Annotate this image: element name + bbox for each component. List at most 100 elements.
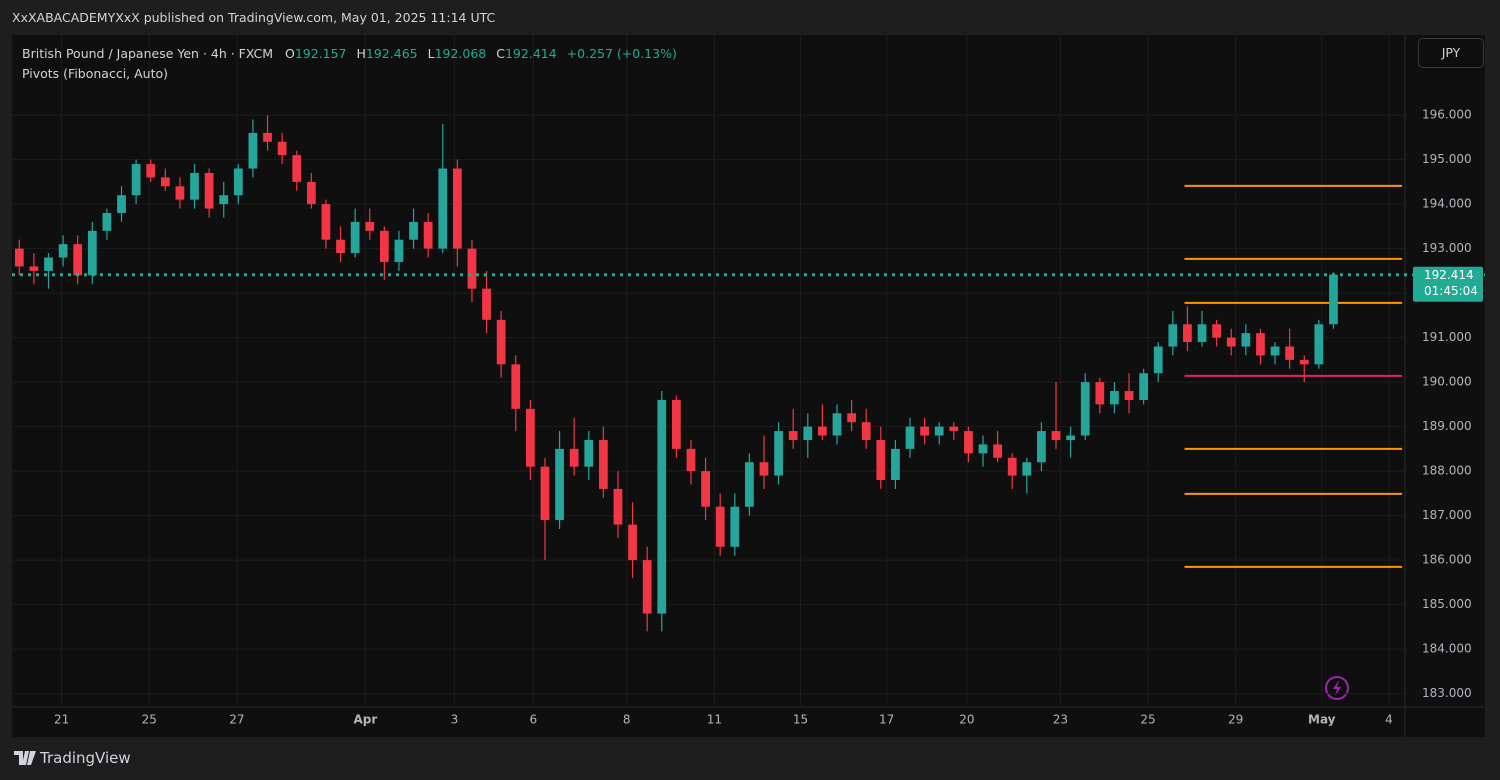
candle-body bbox=[759, 462, 769, 476]
candle-body bbox=[44, 257, 53, 271]
candle-body bbox=[540, 466, 550, 521]
candle-body bbox=[1051, 431, 1061, 440]
x-tick-label: 27 bbox=[229, 713, 244, 727]
brand-name: TradingView bbox=[40, 749, 131, 767]
ohlc-value: 192.465 bbox=[365, 46, 418, 61]
x-tick-label: 25 bbox=[1140, 713, 1155, 727]
chart-frame bbox=[12, 35, 1485, 737]
candle-body bbox=[832, 413, 842, 436]
candle-body bbox=[277, 141, 287, 156]
candle-body bbox=[1270, 346, 1280, 356]
candle-body bbox=[263, 132, 272, 142]
last-price-label: 192.414 bbox=[1424, 268, 1474, 282]
x-tick-label: 20 bbox=[959, 713, 974, 727]
candle-body bbox=[657, 399, 667, 614]
candle-body bbox=[409, 221, 418, 240]
candle-body bbox=[1285, 346, 1295, 360]
candle-body bbox=[204, 172, 214, 209]
last-price-box bbox=[1413, 266, 1483, 302]
grid bbox=[12, 35, 1405, 707]
candle-body bbox=[584, 439, 594, 467]
candle-body bbox=[496, 319, 506, 365]
candle-body bbox=[774, 431, 783, 476]
ohlc-value: 192.068 bbox=[434, 46, 487, 61]
countdown-label: 01:45:04 bbox=[1424, 284, 1478, 298]
candle-body bbox=[964, 431, 973, 454]
candle-body bbox=[1299, 359, 1309, 365]
x-tick-label: 8 bbox=[623, 713, 631, 727]
y-tick-label: 196.000 bbox=[1422, 108, 1472, 122]
candle-body bbox=[1183, 324, 1192, 343]
alert-icon bbox=[1325, 676, 1349, 700]
candle-body bbox=[671, 399, 681, 449]
y-tick-label: 184.000 bbox=[1422, 642, 1472, 656]
candle-body bbox=[876, 439, 886, 481]
candle-body bbox=[1022, 462, 1032, 476]
legend: British Pound / Japanese Yen · 4h · FXCM… bbox=[22, 44, 683, 84]
candle-body bbox=[1066, 435, 1076, 440]
y-tick-label: 188.000 bbox=[1422, 464, 1472, 478]
x-tick-label: 21 bbox=[54, 713, 69, 727]
candle-body bbox=[482, 288, 491, 320]
candle-body bbox=[73, 244, 83, 276]
ohlc-label: C bbox=[496, 46, 505, 61]
y-tick-label: 187.000 bbox=[1422, 508, 1472, 522]
candle-body bbox=[745, 462, 754, 507]
candle-body bbox=[336, 239, 345, 254]
x-tick-label: 29 bbox=[1228, 713, 1243, 727]
candle-body bbox=[379, 230, 389, 262]
candle-body bbox=[613, 488, 623, 525]
candle-body bbox=[350, 221, 360, 254]
candle-body bbox=[1168, 324, 1178, 347]
candle-body bbox=[1197, 324, 1207, 343]
candle-body bbox=[1110, 391, 1119, 405]
x-tick-label: 17 bbox=[879, 713, 894, 727]
candle-body bbox=[803, 426, 813, 440]
candle-body bbox=[1226, 337, 1236, 347]
y-tick-label: 191.000 bbox=[1422, 330, 1472, 344]
candle-body bbox=[1080, 382, 1090, 436]
candle-body bbox=[321, 204, 331, 240]
candle-body bbox=[1153, 346, 1163, 374]
candle-body bbox=[1329, 274, 1338, 325]
candle-body bbox=[861, 422, 871, 440]
candle-body bbox=[102, 213, 112, 231]
candle-body bbox=[87, 230, 97, 276]
candle-body bbox=[1095, 382, 1105, 405]
ohlc-label: O bbox=[284, 46, 295, 61]
candle-body bbox=[219, 195, 229, 205]
candle-body bbox=[891, 448, 900, 481]
candle-body bbox=[160, 177, 170, 187]
candle-body bbox=[686, 448, 696, 472]
y-tick-label: 190.000 bbox=[1422, 375, 1472, 389]
candle-body bbox=[993, 444, 1002, 458]
candle-body bbox=[569, 448, 579, 467]
x-tick-label: 6 bbox=[529, 713, 537, 727]
candles bbox=[14, 115, 1338, 632]
y-tick-label: 193.000 bbox=[1422, 241, 1472, 255]
candle-body bbox=[847, 413, 856, 423]
candle-body bbox=[1124, 391, 1134, 400]
x-tick-label: 23 bbox=[1053, 713, 1068, 727]
candle-body bbox=[598, 439, 608, 489]
y-tick-label: 195.000 bbox=[1422, 152, 1472, 166]
candle-body bbox=[511, 364, 521, 409]
candle-body bbox=[1007, 457, 1017, 476]
candle-body bbox=[467, 248, 477, 289]
candle-body bbox=[29, 266, 39, 271]
y-tick-label: 189.000 bbox=[1422, 419, 1472, 433]
candle-body bbox=[818, 426, 827, 436]
currency-button[interactable]: JPY bbox=[1418, 38, 1484, 68]
candle-body bbox=[1139, 373, 1149, 400]
candle-body bbox=[1212, 324, 1222, 338]
candle-body bbox=[190, 172, 199, 200]
x-tick-label: 11 bbox=[707, 713, 722, 727]
candle-body bbox=[730, 506, 740, 547]
ohlc-value: 192.414 bbox=[504, 46, 557, 61]
indicator-name[interactable]: Pivots (Fibonacci, Auto) bbox=[22, 66, 169, 81]
x-tick-label: 15 bbox=[793, 713, 808, 727]
candle-body bbox=[58, 244, 68, 258]
candle-body bbox=[642, 560, 652, 614]
ohlc-label: L bbox=[427, 46, 435, 61]
candle-body bbox=[365, 221, 375, 231]
